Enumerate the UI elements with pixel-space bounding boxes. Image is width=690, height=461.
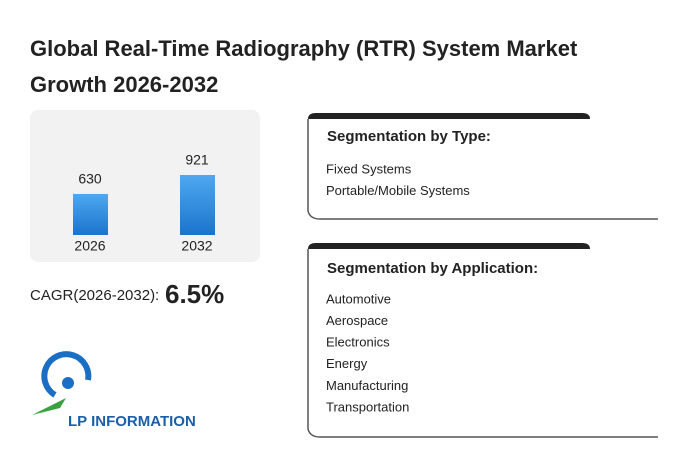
value-label: 921 xyxy=(185,152,209,168)
segment-item: Manufacturing xyxy=(326,378,408,393)
value-label: 630 xyxy=(78,171,102,187)
segment-item: Portable/Mobile Systems xyxy=(326,183,470,198)
segment-item: Aerospace xyxy=(326,313,388,328)
box-top-bar xyxy=(308,113,590,119)
title-line-1: Global Real-Time Radiography (RTR) Syste… xyxy=(30,36,578,61)
logo-text: LP INFORMATION xyxy=(68,413,196,430)
category-label: 2032 xyxy=(181,238,212,254)
segment-item: Automotive xyxy=(326,291,391,306)
segment-heading: Segmentation by Application: xyxy=(327,260,538,277)
segment-item: Electronics xyxy=(326,335,390,350)
bar xyxy=(73,193,108,235)
box-outline xyxy=(307,249,658,438)
box-top-bar xyxy=(308,243,590,249)
chart-panel xyxy=(30,110,260,262)
category-label: 2026 xyxy=(74,238,105,254)
title-line-2: Growth 2026-2032 xyxy=(30,72,218,97)
segment-item: Energy xyxy=(326,356,368,371)
logo: LP INFORMATION xyxy=(32,351,196,430)
cagr-value: 6.5% xyxy=(165,279,224,309)
box-outline xyxy=(307,119,658,220)
cagr-label: CAGR(2026-2032): xyxy=(30,287,159,304)
bar xyxy=(180,175,215,235)
segment-item: Transportation xyxy=(326,399,409,414)
segment-item: Fixed Systems xyxy=(326,161,412,176)
segment-heading: Segmentation by Type: xyxy=(327,128,491,145)
